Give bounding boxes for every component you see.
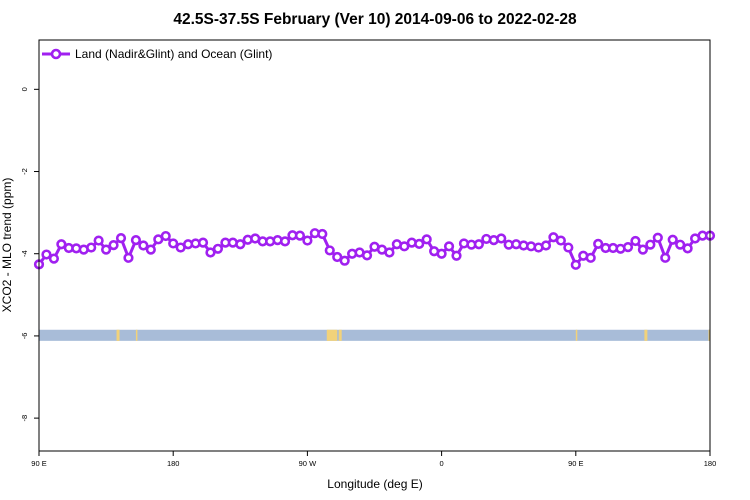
- series-point: [205, 247, 216, 258]
- series-point: [637, 244, 649, 255]
- x-tick-label: 90 W: [299, 459, 317, 468]
- series-point: [443, 241, 455, 252]
- series-point: [563, 242, 574, 253]
- series-point: [339, 255, 350, 266]
- series-point: [86, 242, 97, 253]
- series-point: [302, 235, 313, 246]
- series-point: [93, 235, 104, 246]
- series-point: [160, 230, 171, 242]
- land-segment: [644, 329, 648, 341]
- series-point: [414, 238, 425, 249]
- legend: Land (Nadir&Glint) and Ocean (Glint): [42, 47, 272, 61]
- series-point: [294, 230, 306, 241]
- x-axis-label: Longitude (deg E): [327, 477, 422, 491]
- series-point: [585, 252, 596, 263]
- series-point: [652, 232, 663, 243]
- series-point: [682, 243, 693, 254]
- y-tick-label: -8: [20, 415, 29, 422]
- series-point: [675, 239, 686, 250]
- y-tick-label: -4: [20, 250, 29, 257]
- series-point: [41, 249, 52, 260]
- series-point: [100, 244, 112, 255]
- series-point: [540, 240, 552, 251]
- y-axis-label: XCO2 - MLO trend (ppm): [0, 178, 14, 313]
- series-point: [436, 248, 447, 259]
- series-point: [399, 241, 410, 252]
- land-segment: [326, 329, 338, 341]
- series-point: [630, 235, 641, 247]
- series-point: [317, 228, 328, 240]
- series-point: [108, 239, 119, 251]
- land-segment: [338, 329, 342, 341]
- chart-title: 42.5S-37.5S February (Ver 10) 2014-09-06…: [173, 11, 577, 28]
- surface-band: [39, 329, 710, 341]
- series-point: [56, 239, 67, 250]
- series-point: [324, 245, 335, 256]
- plot-frame: [38, 39, 711, 452]
- series-point: [197, 237, 209, 248]
- series-point: [168, 238, 179, 249]
- series-point: [496, 233, 507, 244]
- land-segment: [135, 329, 138, 341]
- series-point: [593, 238, 604, 249]
- series-point: [421, 234, 432, 245]
- ocean-band: [39, 329, 710, 341]
- y-tick-label: 0: [20, 87, 29, 91]
- series-point: [622, 242, 634, 253]
- x-tick-label: 180: [167, 459, 180, 468]
- series-point: [48, 253, 60, 264]
- series-group: [33, 228, 716, 270]
- series-point: [361, 250, 373, 261]
- series-point: [145, 244, 156, 255]
- series-point: [660, 252, 671, 263]
- series-point: [332, 251, 343, 263]
- legend-marker: [50, 48, 62, 60]
- series-point: [384, 247, 395, 258]
- x-tick-label: 180: [704, 459, 717, 468]
- series-point: [645, 239, 656, 250]
- legend-label: Land (Nadir&Glint) and Ocean (Glint): [75, 47, 272, 61]
- x-tick-label: 90 E: [31, 459, 46, 468]
- series-point: [115, 233, 127, 244]
- land-segment: [575, 329, 578, 341]
- series-point: [667, 234, 678, 245]
- series-point: [212, 243, 224, 254]
- series-point: [138, 240, 149, 251]
- series-point: [555, 235, 566, 246]
- series-point: [451, 250, 462, 261]
- x-axis-ticks: 90 E 180 90 W 0 90 E 180: [31, 451, 716, 468]
- y-axis-ticks: 0 -2 -4 -6 -8: [20, 87, 39, 421]
- y-tick-label: -6: [20, 333, 29, 340]
- series-point: [123, 252, 134, 263]
- series-point: [473, 239, 484, 250]
- x-tick-label: 90 E: [568, 459, 583, 468]
- series-point: [279, 236, 291, 247]
- series-point: [570, 259, 581, 270]
- series-point: [130, 235, 142, 246]
- x-tick-label: 0: [440, 459, 444, 468]
- land-segment: [708, 329, 710, 341]
- series-point: [235, 239, 246, 250]
- land-segment: [116, 329, 120, 341]
- y-tick-label: -2: [20, 168, 29, 175]
